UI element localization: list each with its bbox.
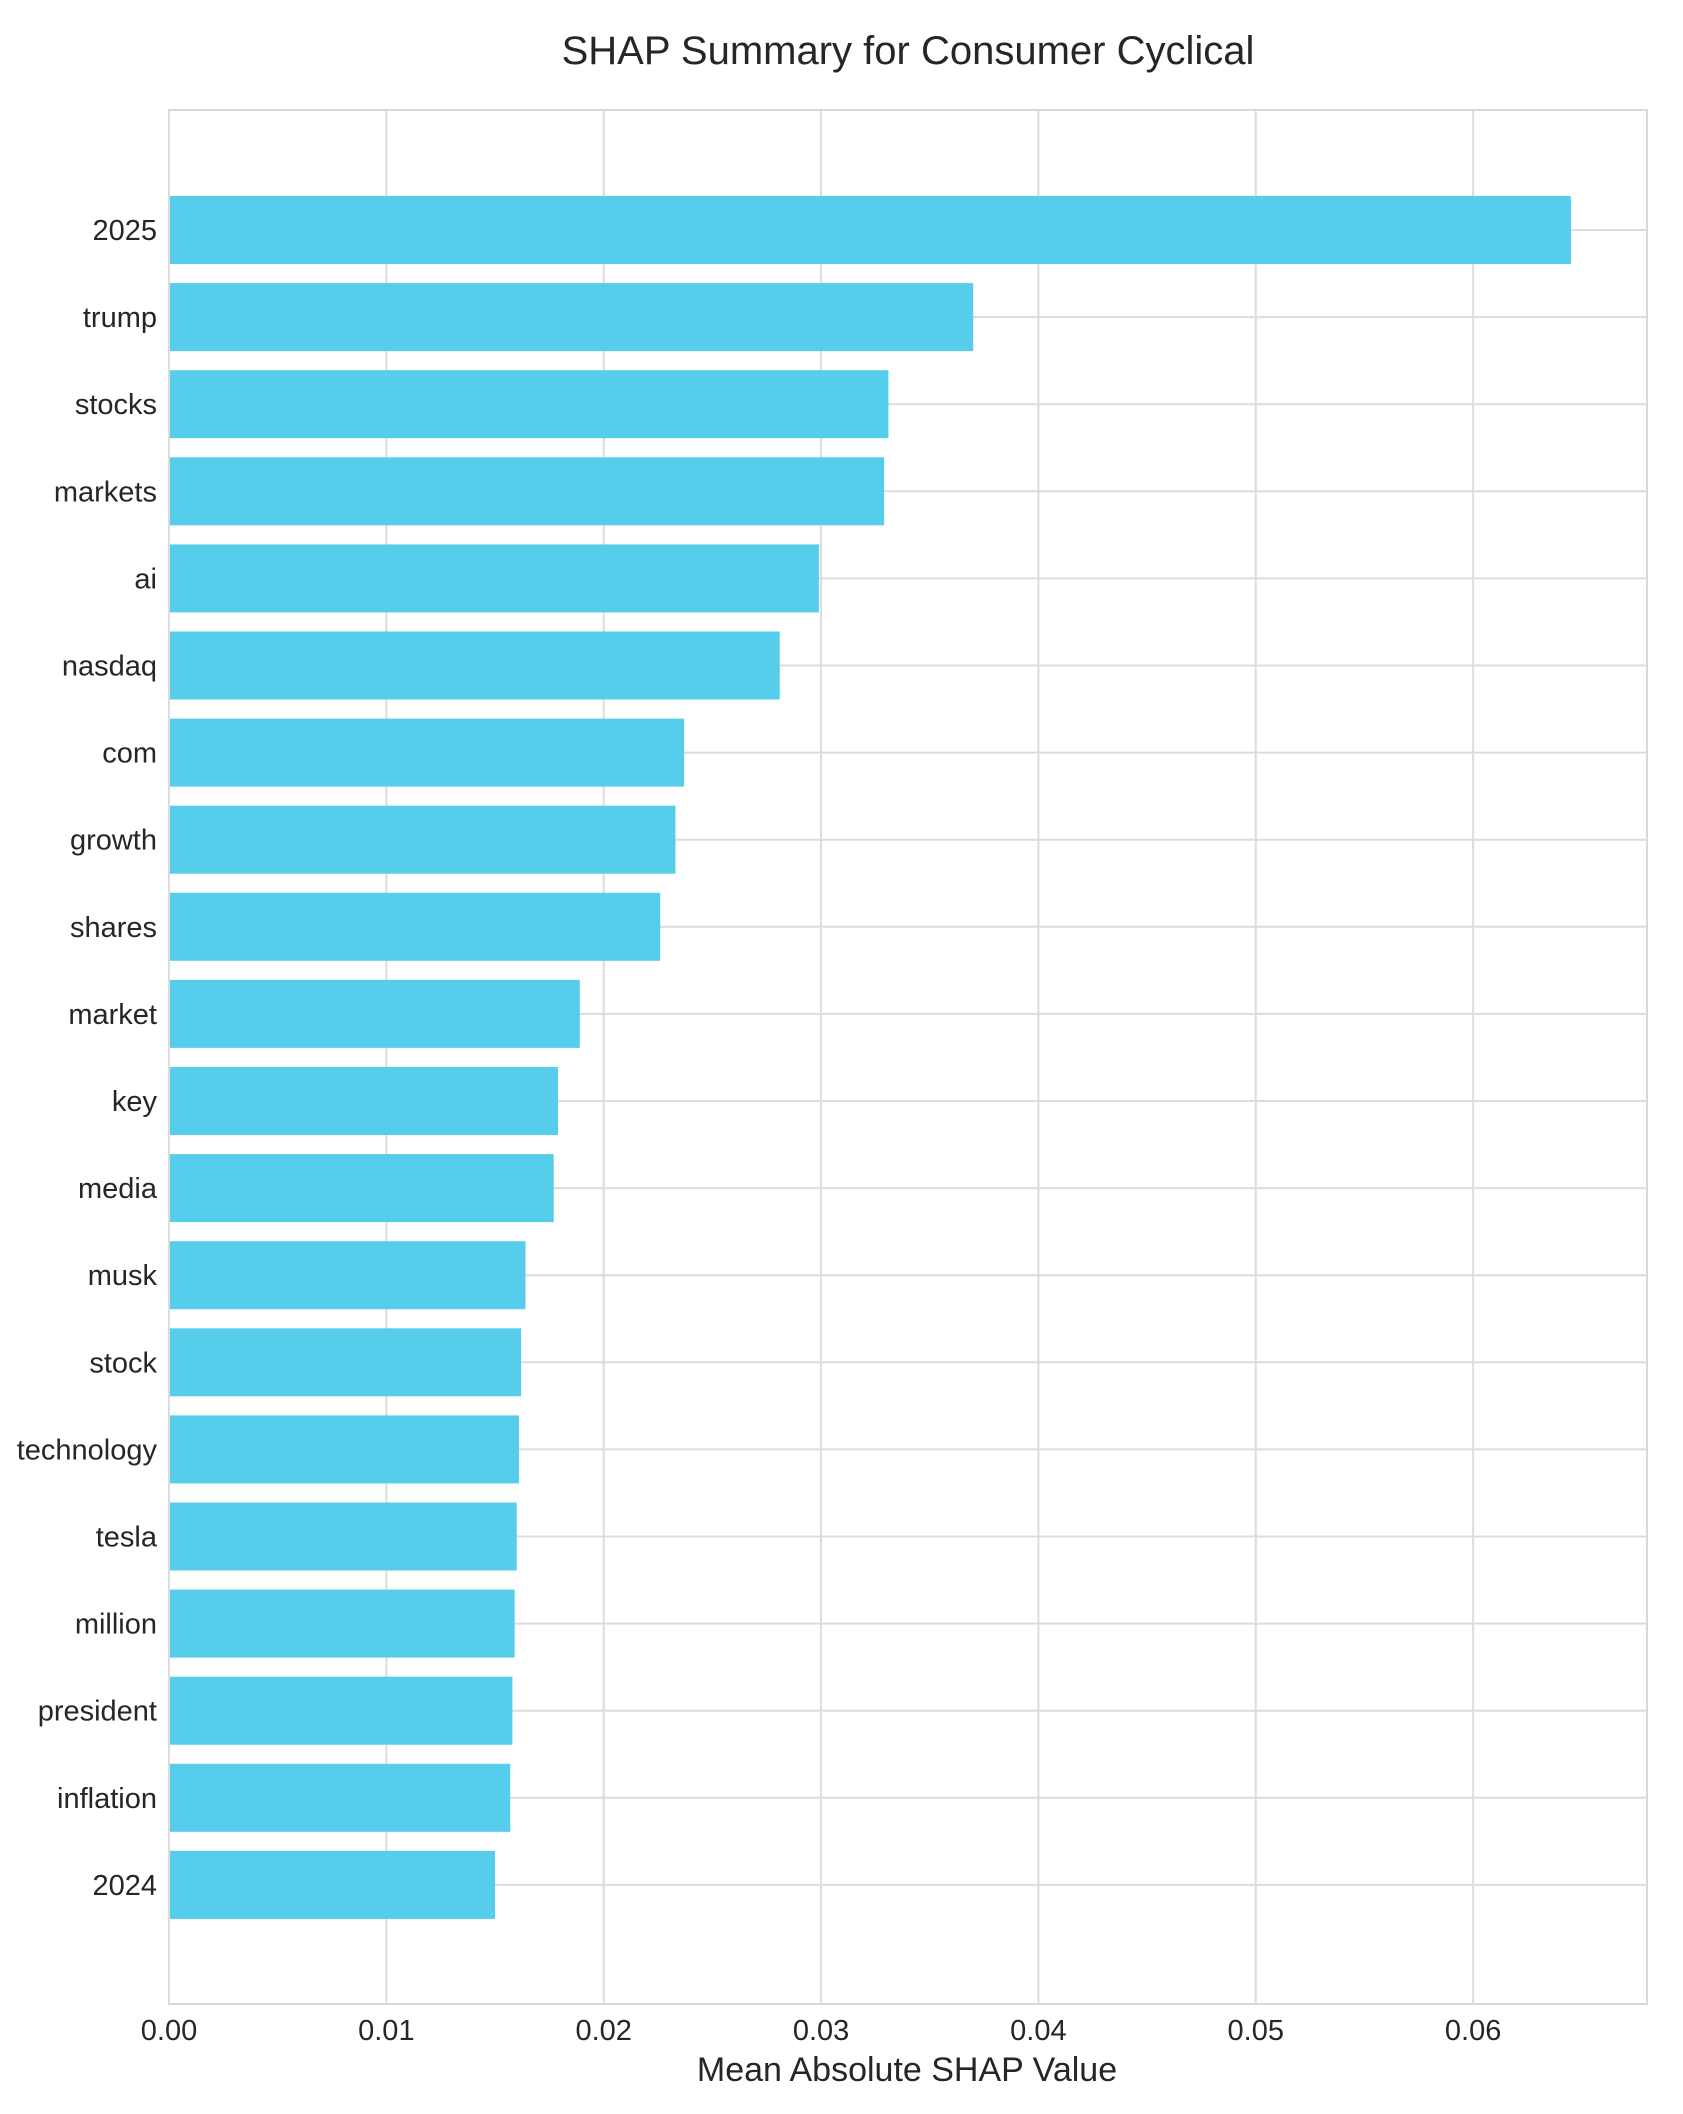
x-tick-label: 0.00 [141, 2015, 197, 2047]
bar-president [170, 1676, 513, 1745]
x-tick-label: 0.06 [1445, 2015, 1501, 2047]
bar-ai [170, 544, 819, 613]
bar-2025 [170, 196, 1571, 264]
x-tick-label: 0.04 [1010, 2015, 1066, 2047]
bar-com [170, 718, 685, 787]
y-tick-label: stocks [75, 389, 157, 421]
y-tick-labels: 2025 trump stocks markets ai nasdaq com growth s… [17, 215, 158, 1902]
x-tick-label: 0.02 [575, 2015, 631, 2047]
y-tick-label: technology [17, 1434, 158, 1466]
bar-technology [170, 1415, 519, 1484]
y-tick-label: tesla [96, 1522, 158, 1554]
y-tick-label: 2024 [92, 1870, 157, 1902]
y-tick-label: media [78, 1173, 158, 1205]
x-tick-labels: 0.00 0.01 0.02 0.03 0.04 0.05 0.06 [141, 2015, 1502, 2047]
bar-million [170, 1589, 515, 1658]
y-tick-label: com [102, 738, 157, 770]
bar-inflation [170, 1763, 511, 1832]
x-tick-label: 0.05 [1228, 2015, 1284, 2047]
x-axis-label: Mean Absolute SHAP Value [697, 2051, 1117, 2089]
bar-tesla [170, 1502, 517, 1571]
bar-growth [170, 805, 676, 874]
y-tick-label: markets [54, 476, 157, 508]
bar-musk [170, 1241, 526, 1310]
y-tick-label: inflation [57, 1783, 157, 1815]
y-tick-label: key [112, 1086, 158, 1118]
y-tick-label: ai [134, 563, 157, 595]
x-tick-label: 0.03 [793, 2015, 849, 2047]
y-tick-label: trump [83, 302, 157, 334]
y-tick-label: growth [70, 825, 157, 857]
x-tick-label: 0.01 [358, 2015, 414, 2047]
y-tick-label: shares [70, 912, 157, 944]
bar-trump [170, 283, 974, 352]
chart-title: SHAP Summary for Consumer Cyclical [562, 29, 1255, 73]
y-tick-label: musk [88, 1260, 158, 1292]
bars [170, 196, 1571, 1919]
bar-media [170, 1154, 554, 1223]
bar-key [170, 1067, 559, 1135]
bar-stocks [170, 370, 889, 439]
bar-markets [170, 457, 885, 526]
y-tick-label: 2025 [92, 215, 157, 247]
bar-2024 [170, 1850, 496, 1919]
bar-nasdaq [170, 631, 780, 700]
bar-market [170, 979, 580, 1048]
y-tick-label: million [75, 1609, 157, 1641]
y-tick-label: market [68, 999, 157, 1031]
bar-shares [170, 892, 661, 961]
y-tick-label: nasdaq [62, 651, 157, 683]
y-tick-label: president [38, 1696, 157, 1728]
y-tick-label: stock [89, 1347, 157, 1379]
bar-stock [170, 1328, 522, 1397]
